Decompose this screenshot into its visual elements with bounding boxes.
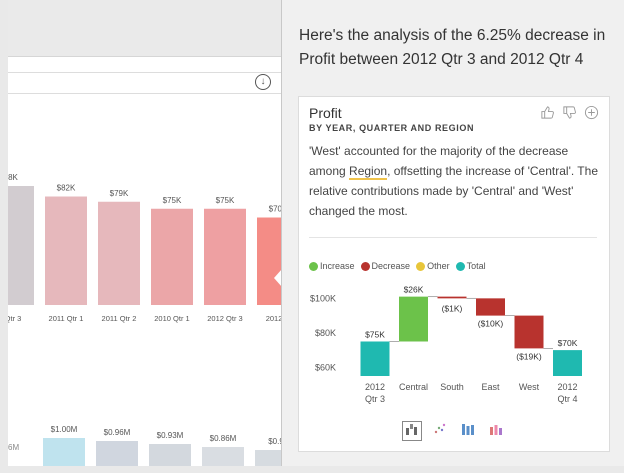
insight-description: 'West' accounted for the majority of the… [309, 141, 601, 221]
legend-label: Total [466, 261, 486, 271]
visual-toolbar: ↓ [8, 72, 282, 94]
report-header-bar [8, 0, 282, 57]
selection-pointer [274, 269, 282, 287]
legend-dot [360, 261, 370, 271]
add-icon[interactable] [583, 105, 599, 121]
x-tick-label: Central [399, 382, 428, 392]
background-column-chart-2: 6M $1.00M $0.96M $0.93M $0.86M $0.9 [8, 425, 282, 466]
data-label: $70K [558, 338, 578, 348]
data-label: ($1K) [442, 304, 463, 314]
bg2-bar [255, 450, 282, 466]
card-actions [539, 105, 599, 121]
bg2-bar-label: $0.93M [157, 431, 184, 440]
legend-item-other: Other [416, 261, 450, 271]
download-icon[interactable]: ↓ [255, 74, 271, 90]
waterfall-bar[interactable] [399, 296, 428, 342]
description-highlight-region: Region [349, 164, 388, 180]
legend-dot [455, 261, 465, 271]
description-text-2: , offsetting the increase of 'Central'. … [309, 164, 598, 218]
waterfall-bar[interactable] [514, 315, 544, 349]
x-tick-label: Qtr 3 [365, 394, 385, 404]
data-label: ($19K) [516, 351, 542, 361]
thumbs-down-icon[interactable] [561, 105, 577, 121]
bg-bar [204, 208, 246, 305]
legend-item-increase: Increase [309, 261, 355, 271]
waterfall-bar[interactable] [360, 341, 390, 376]
bg2-bar-label: $0.96M [104, 428, 131, 437]
card-divider [309, 237, 597, 238]
bg-axis-label: 2012 Q [266, 314, 282, 323]
bg-bar [8, 186, 34, 305]
legend-label: Decrease [371, 261, 411, 271]
bg2-bar [96, 441, 138, 466]
legend-item-decrease: Decrease [360, 261, 411, 271]
bg-bar-label: $75K [163, 196, 182, 205]
x-tick-label: South [440, 382, 464, 392]
bg-bar [257, 217, 282, 305]
x-tick-label: Qtr 4 [557, 394, 577, 404]
bg2-bar-label: $0.9 [268, 437, 282, 446]
bg-axis-label: 2010 Qtr 1 [154, 314, 189, 323]
bg-bar [45, 196, 87, 305]
data-label: $75K [365, 329, 385, 339]
bg-axis-label: Qtr 3 [8, 314, 21, 323]
bg2-bar [202, 447, 244, 466]
background-column-chart: 8K Qtr 3 $82K 2011 Qtr 1 $79K 2011 Qtr 2 $75K 2… [8, 173, 282, 323]
legend-label: Other [427, 261, 450, 271]
legend-label: Increase [320, 261, 355, 271]
waterfall-chart-icon[interactable] [402, 421, 422, 441]
bg-bar-label: $70K [269, 205, 282, 214]
insights-panel: Here's the analysis of the 6.25% decreas… [282, 0, 624, 466]
waterfall-bar[interactable] [476, 298, 505, 316]
legend-dot [416, 261, 426, 271]
bg-bar-label: $75K [216, 196, 235, 205]
x-tick-label: East [481, 382, 500, 392]
x-tick-label: West [519, 382, 540, 392]
card-subtitle: BY YEAR, QUARTER AND REGION [309, 123, 475, 133]
data-label: ($10K) [478, 319, 504, 329]
bg-axis-label: 2011 Qtr 1 [49, 314, 84, 323]
scatter-chart-icon[interactable] [431, 422, 449, 440]
y-tick-label: $80K [315, 328, 336, 338]
bg2-bar [43, 438, 85, 466]
waterfall-bar[interactable] [553, 350, 582, 376]
chart-legend: Increase Decrease Other Total [309, 261, 486, 271]
waterfall-chart: $100K $80K $60K $75K 2012 Qtr 3 $26K Central ($1… [310, 285, 582, 404]
bg-bar-label: $82K [57, 184, 76, 193]
bg2-bar-label: $1.00M [51, 425, 78, 434]
legend-item-total: Total [455, 261, 486, 271]
visual-type-switcher [402, 421, 505, 441]
waterfall-bar[interactable] [437, 296, 467, 299]
column-chart-icon[interactable] [459, 422, 477, 440]
y-tick-label: $100K [310, 293, 336, 303]
bg2-left-label: 6M [8, 443, 19, 452]
bg2-bar-label: $0.86M [210, 434, 237, 443]
bg-bar [151, 208, 193, 305]
stacked-chart-icon[interactable] [487, 422, 505, 440]
x-tick-label: 2012 [557, 382, 577, 392]
bg2-bar [149, 444, 191, 466]
bg-axis-label: 2011 Qtr 2 [102, 314, 137, 323]
bg-bar [98, 201, 140, 305]
background-report: ↓ 8K Qtr 3 $82K 2011 Qtr 1 $79K 2011 Qtr 2 $75… [8, 0, 282, 466]
analysis-heading: Here's the analysis of the 6.25% decreas… [299, 27, 606, 68]
description-text-1: 'West' accounted for the majority of the… [309, 144, 569, 178]
insight-card[interactable]: Profit BY YEAR, QUARTER AND REGION 'West… [298, 96, 610, 452]
y-tick-label: $60K [315, 362, 336, 372]
x-tick-label: 2012 [365, 382, 385, 392]
bg-bar-label: 8K [8, 173, 18, 182]
bg-axis-label: 2012 Qtr 3 [207, 314, 242, 323]
panel-shadow [281, 0, 282, 466]
data-label: $26K [404, 285, 424, 295]
bg-bar-label: $79K [110, 189, 129, 198]
card-title: Profit [309, 105, 342, 121]
thumbs-up-icon[interactable] [539, 105, 555, 121]
legend-dot [309, 261, 318, 271]
